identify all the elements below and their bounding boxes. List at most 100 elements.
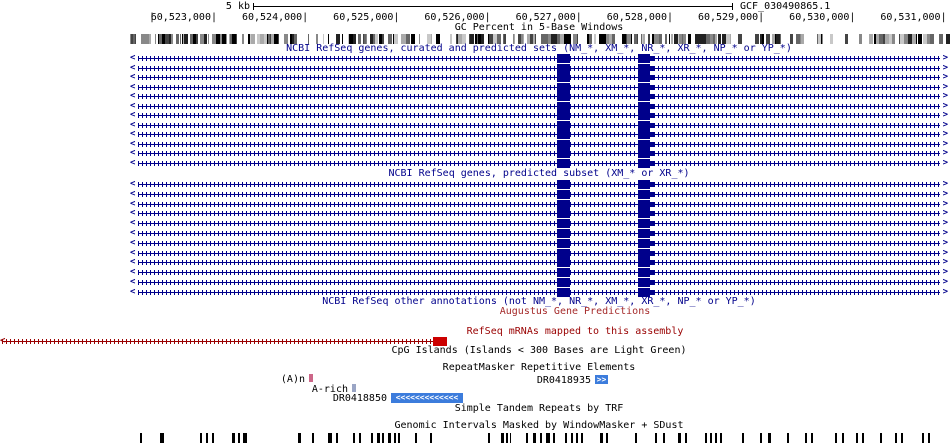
extends-left-arrow-icon: < (130, 188, 136, 199)
repeat-item-box[interactable]: <<<<<<<<<<<<< (391, 393, 463, 403)
gc-track-title: GC Percent in 5-Base Windows (454, 22, 624, 33)
gene-row[interactable]: < > (130, 218, 948, 229)
gc-density-track[interactable] (130, 34, 950, 44)
gc-strip (548, 34, 551, 44)
gene-row[interactable]: < > (130, 82, 948, 92)
trf-title: Simple Tandem Repeats by TRF (454, 403, 624, 414)
gc-strip (227, 34, 229, 44)
gc-strip (343, 34, 346, 44)
gene-row[interactable]: < > (130, 138, 948, 149)
gc-strip (776, 34, 780, 44)
gc-strip (914, 34, 916, 44)
intron-line (138, 84, 940, 90)
gene-row[interactable]: < > (130, 267, 948, 278)
gc-strip (922, 34, 923, 44)
masked-interval-bar (856, 433, 858, 443)
exon-block (638, 268, 650, 278)
exon-block (650, 65, 655, 71)
gc-strip (316, 34, 318, 44)
masked-interval-bar (200, 433, 202, 443)
gene-row[interactable]: < > (130, 238, 948, 248)
gene-row[interactable]: < > (130, 208, 948, 219)
gc-strip (373, 34, 375, 44)
gene-row[interactable]: < > (130, 158, 948, 168)
gc-strip (466, 34, 467, 44)
intron-line (138, 191, 940, 197)
exon-block (650, 103, 655, 109)
gene-row[interactable]: < > (130, 110, 948, 120)
extends-left-arrow-icon: < (130, 119, 136, 130)
gene-row[interactable]: < > (130, 119, 948, 130)
gene-row[interactable]: < > (130, 101, 948, 111)
gc-strip (804, 34, 805, 44)
gene-row[interactable]: < > (130, 188, 948, 199)
gc-strip (280, 34, 284, 44)
gc-strip (602, 34, 606, 44)
gene-row[interactable]: < > (130, 129, 948, 139)
gene-row[interactable]: < > (130, 91, 948, 101)
exon-block (557, 209, 570, 219)
exon-block (638, 130, 650, 139)
gc-strip (188, 34, 190, 44)
gc-strip (411, 34, 415, 44)
gc-strip (946, 34, 950, 44)
gene-row[interactable]: < > (130, 228, 948, 238)
gc-strip (169, 34, 171, 44)
gc-strip (560, 34, 564, 44)
gc-strip (536, 34, 539, 44)
repeat-item-box[interactable] (352, 384, 356, 392)
gc-strip (328, 34, 329, 44)
gc-strip (294, 34, 297, 44)
extends-left-arrow-icon: < (130, 138, 136, 149)
gc-strip (715, 34, 717, 44)
gc-strip (852, 34, 855, 44)
extends-right-arrow-icon: > (942, 247, 948, 258)
exon-block (650, 94, 655, 99)
intron-line (138, 280, 940, 285)
masked-interval-bar (160, 433, 164, 443)
gene-row[interactable]: < > (130, 257, 948, 268)
exon-block (638, 258, 650, 268)
extends-right-arrow-icon: > (942, 148, 948, 158)
exon-block (650, 151, 655, 156)
extends-right-arrow-icon: > (942, 62, 948, 73)
gc-strip (645, 34, 648, 44)
gc-strip (394, 34, 398, 44)
repeat-item-box[interactable] (309, 374, 313, 382)
gene-row[interactable]: < > (130, 62, 948, 73)
gc-strip (289, 34, 290, 44)
extends-right-arrow-icon: > (942, 228, 948, 238)
gc-strip (432, 34, 436, 44)
gc-strip (244, 34, 246, 44)
gc-strip (300, 34, 304, 44)
gene-row[interactable]: < > (130, 287, 948, 297)
gene-row[interactable]: < > (130, 247, 948, 258)
gc-strip (166, 34, 169, 44)
masked-interval-bar (488, 433, 490, 443)
intron-line (138, 221, 940, 227)
gene-row[interactable]: < > (130, 179, 948, 189)
gc-strip (594, 34, 596, 44)
gene-row[interactable]: < > (130, 277, 948, 287)
gene-row[interactable]: < > (130, 148, 948, 158)
gc-strip (845, 34, 848, 44)
masked-interval-bar (212, 433, 214, 443)
exon-block (557, 278, 570, 287)
exon-block (557, 258, 570, 268)
repeat-item-box[interactable]: >> (595, 375, 608, 384)
extends-right-arrow-icon: > (942, 72, 948, 82)
gene-row[interactable]: < > (130, 199, 948, 209)
gc-strip (698, 34, 702, 44)
gene-row[interactable]: < > (130, 72, 948, 82)
gc-strip (670, 34, 671, 44)
gc-strip (427, 34, 431, 44)
gc-strip (309, 34, 311, 44)
windowmasker-track[interactable] (130, 433, 948, 443)
gc-strip (943, 34, 946, 44)
extends-left-arrow-icon: < (130, 179, 136, 189)
gc-strip (802, 34, 804, 44)
exon-block (557, 73, 570, 82)
gene-row[interactable]: < > (130, 53, 948, 63)
gc-strip (730, 34, 731, 44)
intron-line (138, 289, 940, 295)
